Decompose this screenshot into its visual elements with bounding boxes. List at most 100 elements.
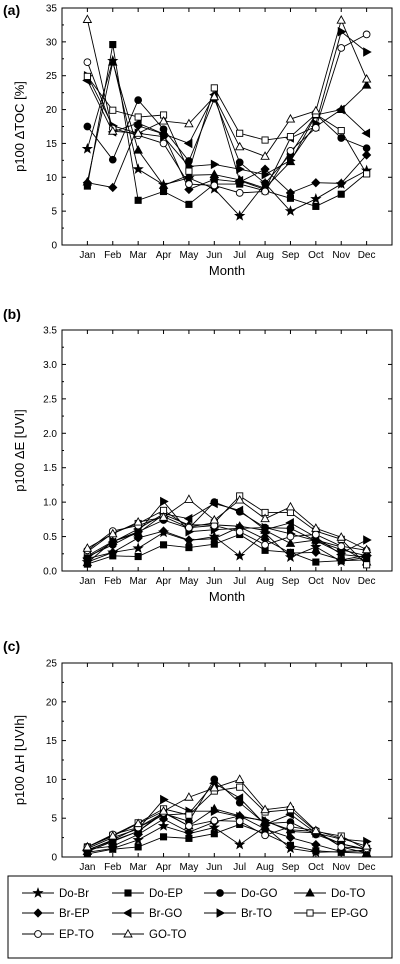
y-tick-label: 2.5 — [43, 394, 57, 405]
series-go-to — [82, 494, 372, 554]
data-point — [235, 527, 244, 536]
y-tick-label: 15 — [46, 736, 58, 747]
y-tick-label: 2.0 — [43, 429, 57, 440]
series-go-to — [82, 14, 372, 160]
series-line — [87, 531, 367, 563]
data-point — [108, 528, 118, 538]
legend-marker — [306, 909, 314, 917]
data-point — [109, 536, 118, 547]
data-point — [311, 825, 321, 835]
series-line — [87, 495, 367, 566]
y-tick-label: 35 — [46, 4, 58, 15]
legend-label: Do-TO — [331, 888, 365, 900]
series-line — [87, 808, 367, 854]
y-tick-label: 5 — [51, 207, 57, 218]
data-point — [311, 547, 321, 558]
series-line — [87, 76, 368, 175]
y-tick-label: 1.5 — [43, 463, 57, 474]
data-point — [285, 832, 296, 843]
data-point — [311, 105, 321, 115]
data-point — [133, 128, 143, 137]
x-tick-label: Jan — [79, 250, 95, 261]
y-tick-label: 5 — [51, 814, 57, 825]
data-point — [108, 57, 118, 66]
data-point — [83, 58, 92, 67]
data-point — [108, 126, 118, 135]
series-line — [86, 34, 367, 194]
data-point — [158, 115, 169, 125]
data-point — [261, 522, 271, 533]
data-point — [287, 155, 296, 166]
x-tick-label: Jun — [206, 250, 222, 261]
data-point — [160, 131, 169, 142]
chart-panel-c: 0 5 10 15 20 25 Jan Feb Mar Apr May Jun Jul Aug Sep Oct… — [12, 659, 393, 890]
data-point — [209, 91, 220, 101]
data-point — [210, 159, 220, 170]
legend-marker — [34, 930, 42, 938]
data-point — [210, 806, 220, 816]
legend-label: Br-GO — [149, 908, 182, 920]
legend-marker — [216, 889, 224, 897]
data-point — [234, 774, 245, 783]
y-tick-label: 15 — [46, 139, 58, 150]
legend-label: GO-TO — [149, 929, 187, 941]
y-tick-label: 0.5 — [43, 532, 57, 543]
data-point — [185, 811, 193, 819]
series-ep-to — [83, 512, 371, 555]
series-line — [87, 125, 367, 194]
data-point — [234, 494, 245, 504]
legend-marker — [123, 928, 133, 938]
y-tick-label: 25 — [46, 71, 58, 82]
x-tick-label: Jan — [79, 862, 95, 873]
x-tick-label: Feb — [104, 862, 122, 873]
series-line — [87, 815, 367, 853]
x-tick-label: Jul — [233, 862, 246, 873]
data-point — [159, 833, 168, 841]
data-point — [337, 134, 346, 142]
data-point — [311, 124, 320, 132]
data-point — [236, 129, 244, 137]
data-point — [285, 518, 294, 528]
series-ep-go — [83, 72, 371, 178]
data-point — [311, 178, 321, 188]
x-tick-label: Nov — [332, 250, 350, 261]
chart-panel-b: 0.0 0.5 1.0 1.5 2.0 2.5 3.0 3.5 Jan Feb Mar Apr May J… — [12, 326, 393, 604]
legend-label: Do-Br — [59, 888, 89, 900]
data-point — [160, 794, 169, 805]
data-point — [312, 202, 320, 210]
data-point — [185, 822, 193, 830]
data-point — [310, 193, 322, 204]
series-ep-to — [83, 30, 371, 197]
x-tick-label: Dec — [358, 250, 376, 261]
series-br-to — [83, 26, 372, 180]
data-point — [363, 535, 372, 545]
data-point — [336, 15, 346, 24]
x-tick-label: Aug — [256, 862, 274, 873]
data-point — [208, 821, 220, 833]
data-point — [285, 113, 296, 123]
data-point — [83, 72, 91, 80]
y-tick-label: 10 — [46, 775, 58, 786]
x-tick-label: Oct — [308, 576, 324, 587]
data-point — [236, 783, 244, 791]
series-line — [87, 534, 367, 565]
data-point — [134, 843, 142, 851]
legend-marker — [32, 887, 44, 898]
data-point — [132, 834, 144, 845]
data-point — [234, 838, 246, 850]
data-point — [337, 548, 347, 558]
series-do-go — [83, 94, 371, 188]
data-point — [285, 501, 296, 511]
panel-label: (c) — [3, 638, 20, 654]
data-point — [133, 516, 143, 526]
data-point — [134, 552, 142, 561]
data-point — [185, 167, 193, 175]
legend-entry-do-go: Do-GO — [204, 888, 277, 900]
panel-label: (a) — [3, 2, 20, 18]
data-point — [109, 41, 117, 49]
series-do-go — [83, 775, 371, 854]
data-point — [336, 833, 346, 842]
x-tick-label: May — [179, 576, 198, 587]
y-tick-label: 10 — [46, 173, 58, 184]
data-point — [133, 145, 143, 154]
